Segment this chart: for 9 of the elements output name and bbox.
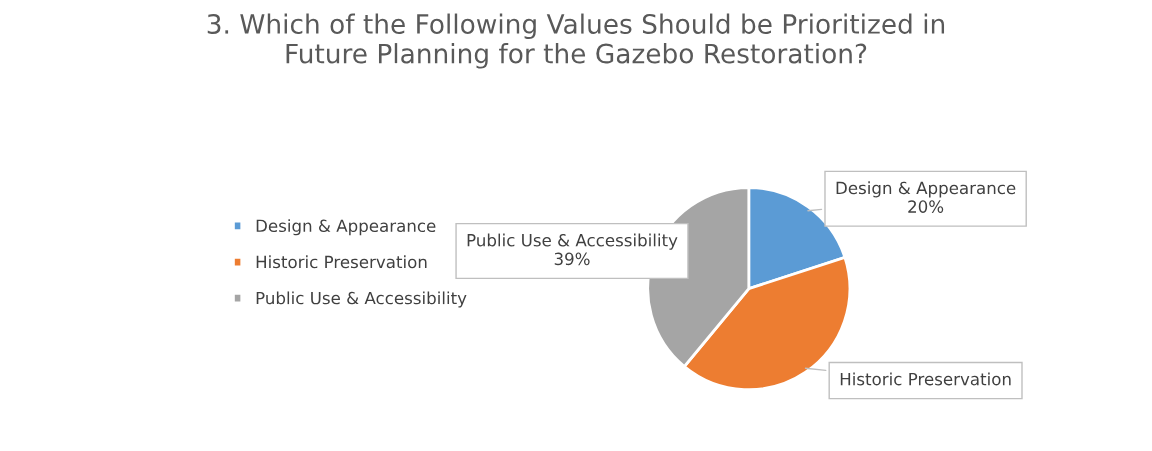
chart-title: 3. Which of the Following Values Should be Prioritized in Future Planning for the Gazebo Restoration?: [207, 13, 945, 69]
slice-label: Design & Appearance: [836, 181, 1016, 198]
slice-label: Historic Preservation: [840, 372, 1011, 386]
legend-label: Public Use & Accessibility: [256, 291, 467, 308]
data-label: 20%: [908, 200, 944, 213]
data-label: 39%: [554, 252, 590, 266]
legend-label: Design & Appearance: [256, 219, 436, 236]
legend-label: Historic Preservation: [256, 255, 427, 269]
slice-label: Public Use & Accessibility: [467, 233, 678, 250]
